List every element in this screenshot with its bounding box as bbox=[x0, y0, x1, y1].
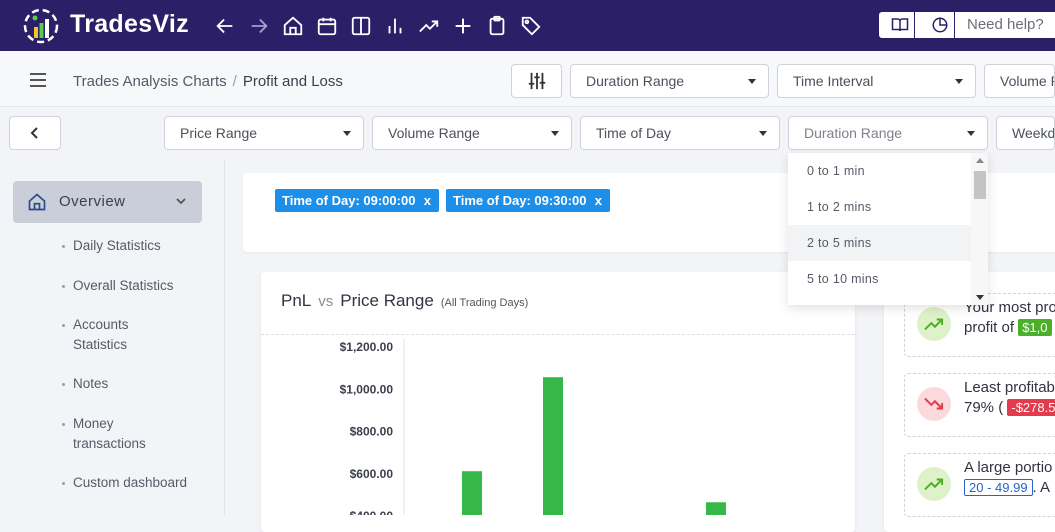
book-icon[interactable] bbox=[885, 12, 915, 38]
option-1-to-2-mins[interactable]: 1 to 2 mins bbox=[807, 200, 872, 214]
pnl-bar-1[interactable] bbox=[543, 377, 563, 515]
option-2-to-5-mins[interactable]: 2 to 5 mins bbox=[788, 225, 971, 261]
breadcrumb-current: Profit and Loss bbox=[242, 73, 343, 90]
help-search[interactable]: Need help? bbox=[879, 12, 1055, 38]
option-0-to-1-min[interactable]: 0 to 1 min bbox=[807, 164, 865, 178]
trending-down-icon bbox=[917, 387, 951, 421]
pnl-bar-2[interactable] bbox=[706, 502, 726, 515]
chevron-left-icon bbox=[30, 127, 38, 139]
filter-chip-time-of-day-0900: Time of Day: 09:00:00 x bbox=[275, 189, 439, 212]
plus-icon[interactable] bbox=[446, 12, 480, 40]
time-interval-select[interactable]: Time Interval bbox=[777, 64, 976, 98]
tradesviz-logo[interactable] bbox=[22, 7, 60, 45]
pnl-bar-chart: $1,200.00 $1,000.00 $800.00 $600.00 $400.00 bbox=[340, 339, 726, 515]
volume-range-select[interactable]: Volume Range bbox=[372, 116, 572, 150]
sidebar-overview-label: Overview bbox=[59, 193, 126, 210]
profit-badge: $1,0 bbox=[1018, 319, 1052, 336]
y-tick-label: $600.00 bbox=[350, 467, 394, 481]
scroll-down-icon[interactable] bbox=[976, 295, 984, 301]
caret-down-icon bbox=[551, 131, 559, 136]
help-placeholder[interactable]: Need help? bbox=[967, 16, 1044, 33]
sidebar-item-money-transactions[interactable]: Money transactions bbox=[62, 414, 158, 454]
chart-title-vs: vs bbox=[318, 293, 334, 310]
dropdown-scroll-thumb[interactable] bbox=[974, 171, 986, 199]
chart-title: PnL vs Price Range (All Trading Days) bbox=[281, 291, 528, 311]
pnl-bar-0[interactable] bbox=[462, 471, 482, 515]
bar-chart-icon[interactable] bbox=[378, 12, 412, 40]
loss-badge: -$278.5 bbox=[1007, 399, 1055, 416]
duration-range-dropdown: 0 to 1 min 1 to 2 mins 2 to 5 mins 5 to … bbox=[788, 153, 988, 305]
brand-name[interactable]: TradesViz bbox=[70, 10, 189, 38]
chart-divider bbox=[261, 334, 855, 335]
y-tick-label: $400.00 bbox=[350, 509, 394, 515]
duration-range-select-top[interactable]: Duration Range bbox=[570, 64, 769, 98]
volume-range-select-top[interactable]: Volume Range bbox=[984, 64, 1055, 98]
breadcrumb: Trades Analysis Charts / Profit and Loss bbox=[73, 73, 343, 90]
caret-down-icon bbox=[967, 131, 975, 136]
nav-icons bbox=[208, 12, 548, 40]
tag-icon[interactable] bbox=[514, 12, 548, 40]
weekday-select[interactable]: Weekday bbox=[996, 116, 1055, 150]
sidebar-item-accounts-statistics[interactable]: Accounts Statistics bbox=[62, 315, 148, 355]
time-of-day-select[interactable]: Time of Day bbox=[580, 116, 780, 150]
sidebar-item-custom-dashboard[interactable]: Custom dashboard bbox=[62, 473, 208, 493]
calendar-icon[interactable] bbox=[310, 12, 344, 40]
back-button[interactable] bbox=[9, 116, 61, 150]
trending-up-icon[interactable] bbox=[412, 12, 446, 40]
caret-down-icon bbox=[955, 79, 963, 84]
sliders-icon bbox=[528, 72, 545, 90]
home-icon[interactable] bbox=[276, 12, 310, 40]
option-5-to-10-mins[interactable]: 5 to 10 mins bbox=[807, 272, 879, 286]
chart-subtitle: (All Trading Days) bbox=[440, 297, 529, 309]
caret-down-icon bbox=[748, 79, 756, 84]
duration-range-select[interactable]: Duration Range bbox=[788, 116, 988, 150]
y-tick-label: $800.00 bbox=[350, 425, 394, 439]
sidebar-item-daily-statistics[interactable]: Daily Statistics bbox=[62, 236, 208, 256]
price-range-select[interactable]: Price Range bbox=[164, 116, 364, 150]
caret-down-icon bbox=[343, 131, 351, 136]
range-badge: 20 - 49.99 bbox=[964, 479, 1033, 496]
insight-large-portion: A large portio 20 - 49.99. A bbox=[904, 453, 1055, 517]
breadcrumb-separator: / bbox=[232, 73, 237, 90]
hamburger-icon[interactable] bbox=[28, 71, 48, 89]
y-tick-label: $1,200.00 bbox=[340, 340, 394, 354]
sidebar-item-notes[interactable]: Notes bbox=[62, 374, 208, 394]
scroll-up-icon[interactable] bbox=[976, 157, 984, 163]
close-icon[interactable]: x bbox=[594, 193, 602, 208]
home-icon bbox=[28, 193, 46, 211]
arrow-right-icon[interactable] bbox=[242, 12, 276, 40]
arrow-left-icon[interactable] bbox=[208, 12, 242, 40]
trending-up-icon bbox=[917, 467, 951, 501]
trending-up-icon bbox=[917, 307, 951, 341]
sidebar-overview[interactable]: Overview bbox=[13, 181, 202, 223]
chevron-down-icon bbox=[176, 198, 186, 205]
close-icon[interactable]: x bbox=[423, 193, 431, 208]
chart-title-price-range: Price Range bbox=[340, 291, 434, 310]
filter-settings-button[interactable] bbox=[511, 64, 562, 98]
caret-down-icon bbox=[759, 131, 767, 136]
y-tick-label: $1,000.00 bbox=[340, 382, 394, 396]
sidebar-item-overall-statistics[interactable]: Overall Statistics bbox=[62, 276, 208, 296]
pie-chart-icon[interactable] bbox=[925, 12, 955, 38]
breadcrumb-parent[interactable]: Trades Analysis Charts bbox=[73, 73, 227, 90]
filter-chip-time-of-day-0930: Time of Day: 09:30:00 x bbox=[446, 189, 610, 212]
columns-icon[interactable] bbox=[344, 12, 378, 40]
chart-title-pnl: PnL bbox=[281, 291, 312, 310]
clipboard-icon[interactable] bbox=[480, 12, 514, 40]
insight-least-profitable: Least profitab 79% ( -$278.5 bbox=[904, 373, 1055, 437]
